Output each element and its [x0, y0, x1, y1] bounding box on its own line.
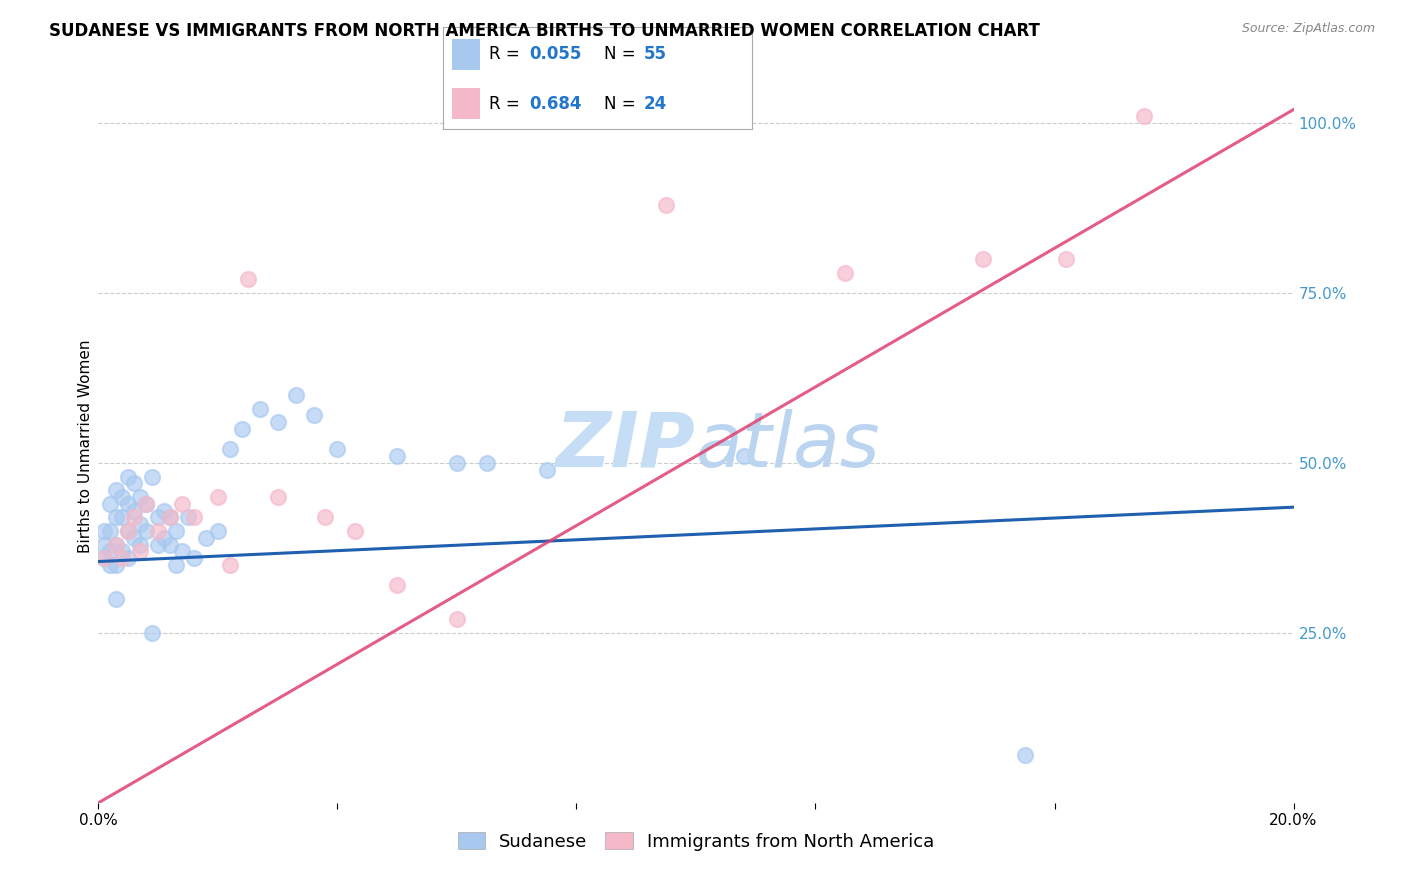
Point — [98, 497, 122, 511]
Point — [1056, 252, 1078, 266]
Point — [105, 483, 128, 498]
Point — [117, 551, 139, 566]
Point — [655, 198, 678, 212]
Point — [195, 531, 218, 545]
Point — [111, 490, 134, 504]
Bar — [453, 39, 479, 70]
Text: 0.055: 0.055 — [530, 45, 582, 63]
Bar — [453, 88, 479, 119]
Point — [93, 524, 115, 538]
Point — [129, 517, 152, 532]
Point — [93, 551, 115, 566]
Text: N =: N = — [603, 45, 641, 63]
Point — [129, 544, 152, 558]
Point — [165, 524, 187, 538]
Text: atlas: atlas — [696, 409, 880, 483]
Point — [105, 537, 128, 551]
Point — [172, 544, 194, 558]
Point — [105, 558, 128, 572]
Point — [105, 591, 128, 606]
Point — [124, 503, 146, 517]
Point — [135, 524, 157, 538]
Point — [141, 469, 163, 483]
Point — [93, 537, 115, 551]
Point — [124, 476, 146, 491]
Point — [105, 537, 128, 551]
Point — [219, 442, 242, 457]
Point — [111, 544, 134, 558]
Point — [284, 388, 307, 402]
Point — [135, 497, 157, 511]
Point — [1133, 109, 1156, 123]
Point — [148, 524, 170, 538]
Point — [315, 510, 337, 524]
Point — [231, 422, 253, 436]
Point — [93, 551, 115, 566]
Y-axis label: Births to Unmarried Women: Births to Unmarried Women — [77, 339, 93, 553]
Point — [124, 531, 146, 545]
Text: ZIP: ZIP — [557, 409, 696, 483]
Point — [159, 510, 181, 524]
Point — [148, 510, 170, 524]
Text: 0.684: 0.684 — [530, 95, 582, 112]
Text: 55: 55 — [644, 45, 666, 63]
Text: SUDANESE VS IMMIGRANTS FROM NORTH AMERICA BIRTHS TO UNMARRIED WOMEN CORRELATION : SUDANESE VS IMMIGRANTS FROM NORTH AMERIC… — [49, 22, 1040, 40]
Point — [249, 401, 271, 416]
Point — [344, 524, 367, 538]
Point — [98, 524, 122, 538]
Point — [972, 252, 994, 266]
Point — [219, 558, 242, 572]
Point — [141, 626, 163, 640]
Point — [124, 510, 146, 524]
Point — [98, 558, 122, 572]
Point — [446, 612, 468, 626]
Point — [446, 456, 468, 470]
Point — [135, 497, 157, 511]
Point — [302, 409, 325, 423]
Point — [117, 524, 139, 538]
Point — [98, 544, 122, 558]
Point — [165, 558, 187, 572]
Point — [536, 463, 558, 477]
Point — [177, 510, 200, 524]
Point — [159, 510, 181, 524]
Legend: Sudanese, Immigrants from North America: Sudanese, Immigrants from North America — [450, 825, 942, 858]
Point — [153, 503, 176, 517]
Point — [207, 490, 229, 504]
Point — [183, 551, 205, 566]
Point — [236, 272, 259, 286]
Point — [129, 490, 152, 504]
Point — [105, 510, 128, 524]
Point — [129, 537, 152, 551]
Point — [153, 531, 176, 545]
Point — [326, 442, 349, 457]
Point — [172, 497, 194, 511]
Point — [475, 456, 498, 470]
Point — [267, 490, 290, 504]
Point — [111, 551, 134, 566]
Point — [267, 415, 290, 429]
Point — [834, 266, 856, 280]
Text: R =: R = — [489, 45, 526, 63]
Point — [733, 449, 755, 463]
Point — [385, 578, 409, 592]
Point — [207, 524, 229, 538]
Point — [111, 510, 134, 524]
Point — [117, 497, 139, 511]
Text: 24: 24 — [644, 95, 668, 112]
Text: N =: N = — [603, 95, 641, 112]
Point — [1014, 748, 1036, 763]
Text: R =: R = — [489, 95, 526, 112]
Point — [159, 537, 181, 551]
Point — [148, 537, 170, 551]
Text: Source: ZipAtlas.com: Source: ZipAtlas.com — [1241, 22, 1375, 36]
Point — [183, 510, 205, 524]
Point — [385, 449, 409, 463]
Point — [117, 524, 139, 538]
Point — [117, 469, 139, 483]
